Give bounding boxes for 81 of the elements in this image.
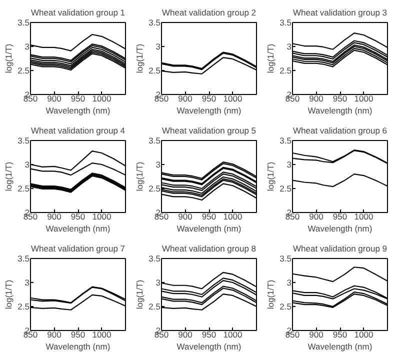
x-tick-label: 1000	[223, 212, 242, 222]
x-axis-title: Wavelength (nm)	[308, 342, 372, 352]
x-axis-title: Wavelength (nm)	[308, 106, 372, 116]
y-tick-label: 2.5	[148, 66, 161, 76]
chart-title: Wheat validation group 2	[162, 8, 256, 18]
chart-title: Wheat validation group 6	[292, 126, 388, 136]
y-tick-label: 2.5	[280, 66, 292, 76]
y-axis-title: log(1/T)	[4, 162, 14, 192]
x-tick-label: 1000	[92, 212, 112, 222]
y-tick-label: 2.5	[280, 302, 292, 312]
y-tick-label: 3.5	[18, 18, 30, 28]
y-axis-title: log(1/T)	[4, 280, 14, 310]
x-tick-label: 950	[70, 212, 86, 222]
y-tick-label: 2.5	[148, 302, 161, 312]
chart-title: Wheat validation group 8	[162, 244, 256, 254]
y-tick-label: 3	[156, 160, 161, 170]
x-tick-label: 900	[309, 330, 324, 340]
chart-title: Wheat validation group 9	[292, 244, 388, 254]
y-axis-title: log(1/T)	[134, 162, 145, 192]
y-tick-label: 3	[156, 278, 161, 288]
y-tick-label: 3.5	[280, 136, 292, 146]
x-tick-label: 900	[47, 94, 62, 104]
x-tick-label: 1000	[354, 330, 374, 340]
x-tick-label: 900	[47, 330, 62, 340]
x-tick-label: 1000	[92, 330, 112, 340]
y-tick-label: 3.5	[18, 254, 30, 264]
x-tick-label: 950	[332, 212, 348, 222]
x-tick-label: 900	[178, 212, 193, 222]
x-axis-title: Wavelength (nm)	[308, 224, 372, 234]
y-axis-title: log(1/T)	[266, 280, 276, 310]
x-axis-title: Wavelength (nm)	[176, 106, 242, 116]
y-tick-label: 3.5	[148, 18, 161, 28]
x-tick-label: 1000	[354, 94, 374, 104]
x-tick-label: 900	[309, 212, 324, 222]
y-tick-label: 3.5	[148, 254, 161, 264]
chart-title: Wheat validation group 5	[162, 126, 256, 136]
y-tick-label: 2.5	[18, 302, 30, 312]
y-tick-label: 3	[24, 160, 30, 170]
y-tick-label: 3.5	[148, 136, 161, 146]
x-tick-label: 900	[178, 330, 193, 340]
x-tick-label: 1000	[223, 94, 242, 104]
y-tick-label: 3	[286, 42, 292, 52]
y-tick-label: 2.5	[18, 184, 30, 194]
x-tick-label: 950	[70, 94, 86, 104]
y-axis-title: log(1/T)	[266, 162, 276, 192]
x-tick-label: 900	[178, 94, 193, 104]
x-axis-title: Wavelength (nm)	[176, 342, 242, 352]
y-tick-label: 2.5	[280, 184, 292, 194]
x-tick-label: 1000	[354, 212, 374, 222]
x-tick-label: 950	[202, 212, 216, 222]
y-tick-label: 2.5	[148, 184, 161, 194]
x-tick-label: 950	[332, 94, 348, 104]
y-axis-title: log(1/T)	[134, 44, 145, 74]
x-tick-label: 950	[202, 330, 216, 340]
y-tick-label: 3.5	[280, 18, 292, 28]
x-tick-label: 950	[332, 330, 348, 340]
y-axis-title: log(1/T)	[134, 280, 145, 310]
x-tick-label: 950	[70, 330, 86, 340]
x-tick-label: 950	[202, 94, 216, 104]
x-axis-title: Wavelength (nm)	[46, 106, 110, 116]
chart-title: Wheat validation group 1	[30, 8, 126, 18]
chart-title: Wheat validation group 7	[30, 244, 126, 254]
x-tick-label: 1000	[92, 94, 112, 104]
y-tick-label: 3	[156, 42, 161, 52]
y-tick-label: 3	[286, 160, 292, 170]
y-tick-label: 3.5	[280, 254, 292, 264]
chart-title: Wheat validation group 3	[292, 8, 388, 18]
y-tick-label: 3	[24, 278, 30, 288]
y-tick-label: 3	[24, 42, 30, 52]
x-tick-label: 1000	[223, 330, 242, 340]
y-tick-label: 2.5	[18, 66, 30, 76]
y-tick-label: 3.5	[18, 136, 30, 146]
y-tick-label: 3	[286, 278, 292, 288]
chart-title: Wheat validation group 4	[30, 126, 126, 136]
y-axis-title: log(1/T)	[4, 44, 14, 74]
x-tick-label: 900	[309, 94, 324, 104]
x-axis-title: Wavelength (nm)	[176, 224, 242, 234]
y-axis-title: log(1/T)	[266, 44, 276, 74]
x-tick-label: 900	[47, 212, 62, 222]
x-axis-title: Wavelength (nm)	[46, 342, 110, 352]
x-axis-title: Wavelength (nm)	[46, 224, 110, 234]
